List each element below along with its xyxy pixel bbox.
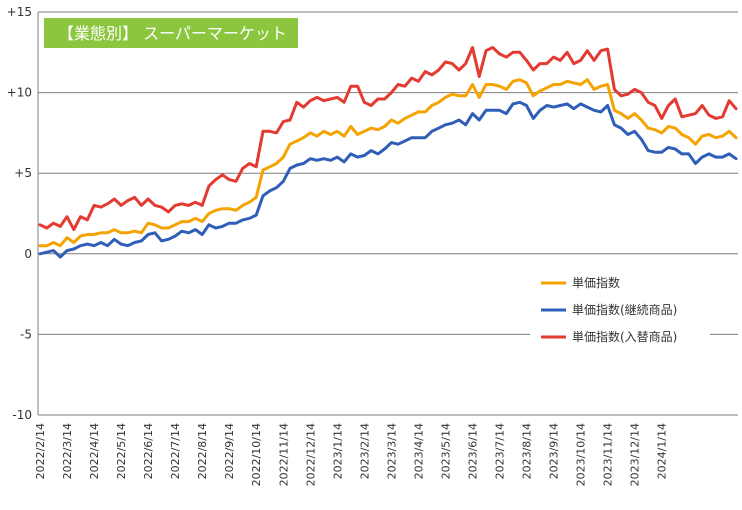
legend-label: 単価指数 [572,275,620,290]
y-tick-label: +15 [7,5,32,19]
x-tick-label: 2023/7/14 [493,423,506,479]
x-tick-label: 2022/3/14 [61,423,74,479]
x-tick-label: 2022/2/14 [34,423,47,479]
y-tick-label: +10 [7,86,32,100]
chart-title: 【業態別】 スーパーマーケット [58,24,287,43]
x-tick-label: 2023/3/14 [385,423,398,479]
x-tick-label: 2022/8/14 [196,423,209,479]
y-axis: +15 +10 +5 0 -5 -10 [7,5,32,422]
x-tick-label: 2022/6/14 [142,423,155,479]
y-tick-label: -5 [20,327,32,341]
series-line-2 [38,46,738,232]
x-tick-label: 2023/5/14 [439,423,452,479]
x-tick-label: 2023/9/14 [548,423,561,479]
x-tick-label: 2023/8/14 [521,423,534,479]
series-line-1 [38,100,738,259]
x-tick-label: 2022/7/14 [169,423,182,479]
y-tick-label: +5 [14,166,32,180]
x-tick-label: 2022/5/14 [115,423,128,479]
series-line-0 [38,78,738,248]
y-tick-label: -10 [12,408,32,422]
x-tick-label: 2022/4/14 [88,423,101,479]
x-tick-label: 2023/4/14 [412,423,425,479]
x-axis: 2022/2/14 2022/3/14 2022/4/14 2022/5/14 2022… [34,423,669,486]
y-tick-label: 0 [24,247,32,261]
legend-label: 単価指数(継続商品) [572,302,677,317]
x-tick-label: 2022/12/14 [304,423,317,486]
chart-title-box: 【業態別】 スーパーマーケット [44,18,298,48]
x-tick-label: 2023/10/14 [575,423,588,486]
x-tick-label: 2023/2/14 [358,423,371,479]
x-tick-label: 2022/9/14 [223,423,236,479]
x-tick-label: 2023/1/14 [331,423,344,479]
x-tick-label: 2023/11/14 [602,423,615,486]
x-tick-label: 2023/6/14 [466,423,479,479]
x-tick-label: 2022/10/14 [250,423,263,486]
grid-lines [37,11,738,416]
x-tick-label: 2023/12/14 [629,423,642,486]
x-tick-label: 2024/1/14 [656,423,669,479]
series-lines [38,46,738,259]
legend-label: 単価指数(入替商品) [572,329,677,344]
x-tick-label: 2022/11/14 [277,423,290,486]
